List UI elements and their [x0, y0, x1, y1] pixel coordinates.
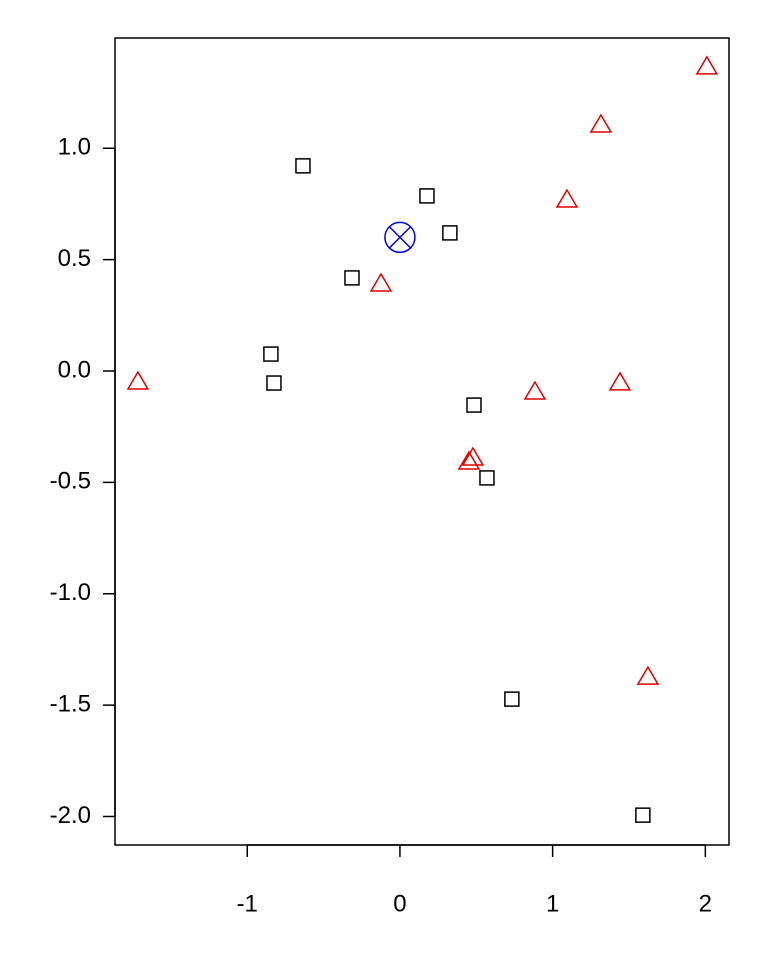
point [523, 380, 547, 400]
x-tick-label: 1 [546, 890, 559, 917]
point [419, 188, 435, 204]
point [461, 446, 485, 466]
point [442, 225, 458, 241]
x-tick-label: 0 [393, 890, 406, 917]
y-tick-label: 1.0 [58, 134, 91, 161]
point [295, 158, 311, 174]
y-tick-label: 0.0 [58, 356, 91, 383]
point [266, 375, 282, 391]
point [635, 807, 651, 823]
point [555, 188, 579, 208]
point [589, 113, 613, 133]
point [466, 397, 482, 413]
x-tick-label: 2 [699, 890, 712, 917]
point-part [384, 221, 416, 254]
y-tick-label: -1.5 [50, 690, 91, 717]
y-tick-label: -1.0 [50, 579, 91, 606]
plot-frame [114, 37, 730, 846]
y-tick-label: 0.5 [58, 245, 91, 272]
point [126, 370, 150, 390]
point [695, 55, 719, 75]
point [636, 665, 660, 685]
point [479, 470, 495, 486]
point [384, 221, 416, 254]
y-tick-label: -0.5 [50, 468, 91, 495]
point [263, 346, 279, 362]
x-tick-label: -1 [237, 890, 258, 917]
y-tick-label: -2.0 [50, 802, 91, 829]
point [344, 270, 360, 286]
point-part [388, 225, 412, 249]
point [608, 371, 632, 391]
point [457, 450, 481, 470]
point [369, 272, 393, 292]
point [504, 691, 520, 707]
